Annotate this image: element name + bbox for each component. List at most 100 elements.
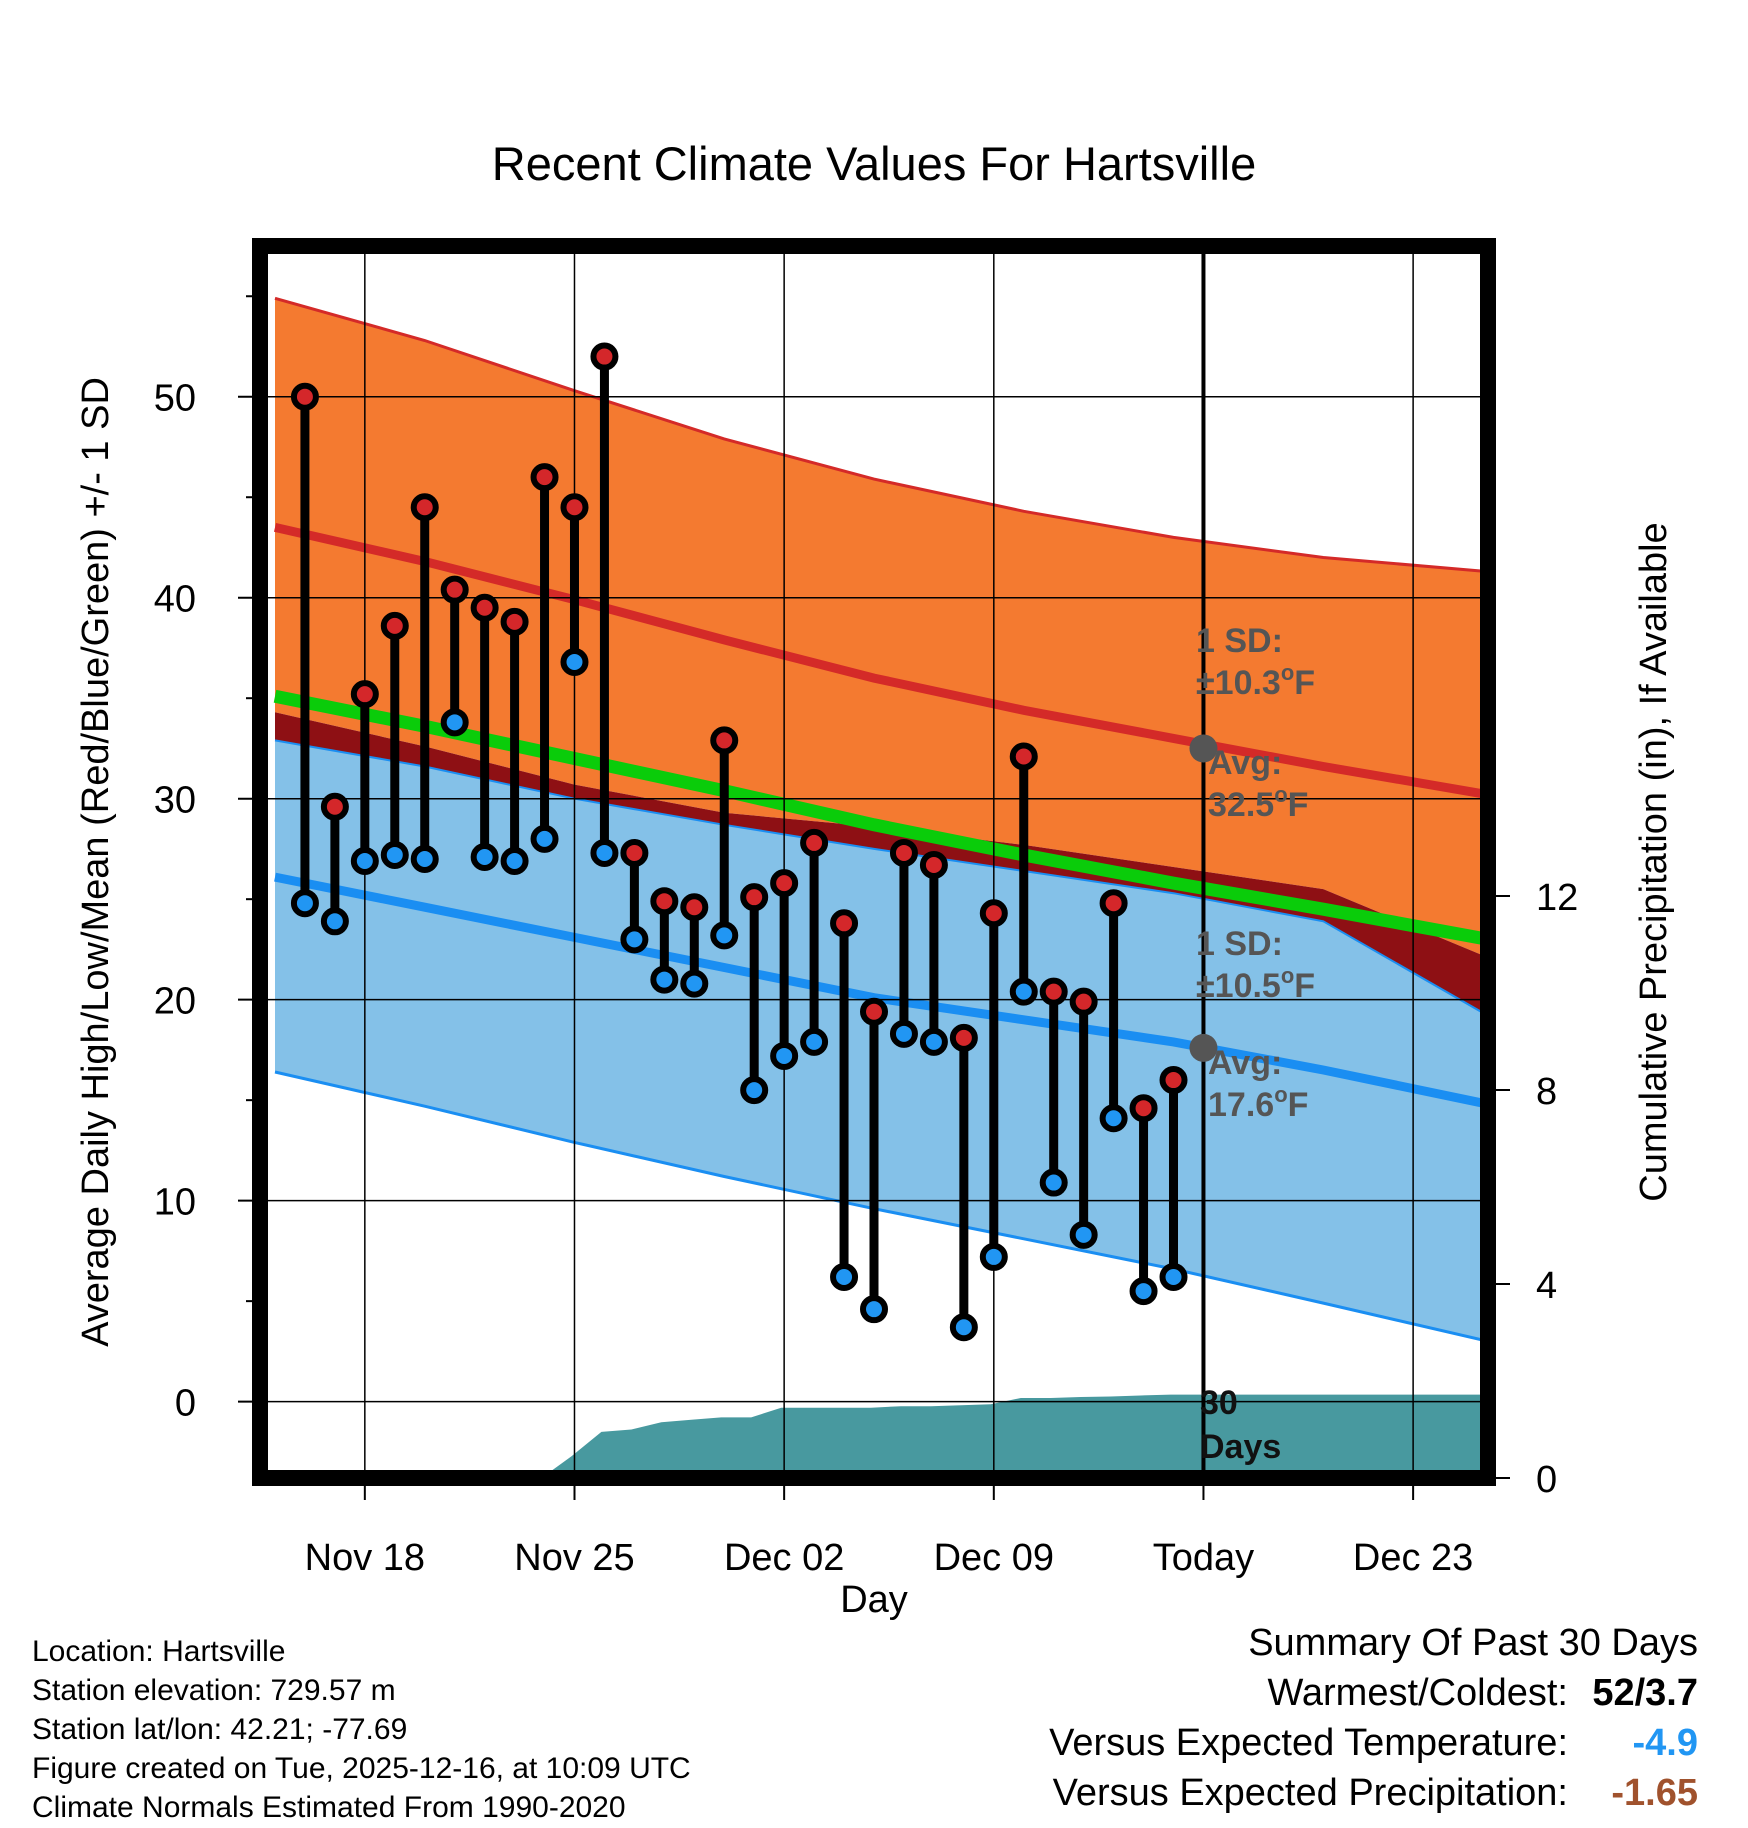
- y-tick-label-left: 20: [154, 981, 196, 1023]
- high-sd-label: 1 SD:: [1196, 622, 1283, 660]
- y-axis-label-right: Cumulative Precipitation (in), If Availa…: [1633, 522, 1675, 1201]
- x-tick-label: Nov 18: [305, 1537, 425, 1579]
- obs-high-point: [1129, 1094, 1158, 1123]
- y-tick-label-left: 0: [175, 1383, 196, 1425]
- obs-high-point: [410, 493, 439, 522]
- obs-low-point: [770, 1041, 799, 1070]
- obs-low-point: [740, 1076, 769, 1105]
- chart-title: Recent Climate Values For Hartsville: [492, 137, 1256, 190]
- obs-low-point: [919, 1027, 948, 1056]
- obs-high-point: [560, 493, 589, 522]
- y-tick-label-left: 40: [154, 579, 196, 621]
- created-text: Figure created on Tue, 2025-12-16, at 10…: [32, 1752, 691, 1785]
- y-tick-label-left: 30: [154, 780, 196, 822]
- obs-low-point: [800, 1027, 829, 1056]
- obs-high-point: [680, 893, 709, 922]
- obs-high-point: [470, 593, 499, 622]
- elevation-text: Station elevation: 729.57 m: [32, 1674, 396, 1707]
- obs-low-point: [500, 846, 529, 875]
- warmest-label: Warmest/Coldest:: [1267, 1672, 1568, 1714]
- obs-high-point: [800, 828, 829, 857]
- obs-low-point: [1129, 1277, 1158, 1306]
- x-tick-label: Dec 02: [724, 1537, 844, 1579]
- obs-low-point: [470, 842, 499, 871]
- obs-high-point: [710, 726, 739, 755]
- obs-high-point: [830, 909, 859, 938]
- precip-anomaly-value: -1.65: [1611, 1772, 1698, 1814]
- x-tick-label: Today: [1153, 1537, 1254, 1579]
- x-axis-label: Day: [840, 1579, 908, 1620]
- obs-high-point: [1099, 889, 1128, 918]
- obs-low-point: [1039, 1168, 1068, 1197]
- period-label-days: Days: [1200, 1428, 1281, 1466]
- summary-row-temp: Versus Expected Temperature: -4.9: [960, 1718, 1698, 1768]
- low-sd-band: [275, 740, 1488, 1342]
- obs-low-point: [350, 846, 379, 875]
- y-tick-label-right: 8: [1536, 1071, 1557, 1113]
- obs-high-point: [889, 838, 918, 867]
- obs-low-point: [620, 925, 649, 954]
- obs-high-point: [530, 463, 559, 492]
- obs-high-point: [290, 382, 319, 411]
- low-upper-line: [274, 739, 1488, 1017]
- obs-low-point: [710, 921, 739, 950]
- obs-low-point: [320, 907, 349, 936]
- overlap-band: [275, 712, 1488, 1016]
- low-sd-label: 1 SD:: [1196, 925, 1283, 963]
- mean-line: [273, 689, 1488, 946]
- obs-low-point: [650, 965, 679, 994]
- high-mean-line: [274, 523, 1488, 800]
- obs-high-point: [380, 611, 409, 640]
- temp-anomaly-value: -4.9: [1632, 1722, 1698, 1764]
- axes: 0 10 20 30 40 50 0 4 8 12 Nov 18 Nov 25 Dec 02 Dec 09…: [154, 295, 1578, 1579]
- summary-panel: Summary Of Past 30 Days Warmest/Coldest:…: [960, 1618, 1698, 1818]
- high-sd-value: ±10.3oF: [1196, 660, 1315, 702]
- y-tick-label-left: 10: [154, 1182, 196, 1224]
- period-label-number: 30: [1200, 1384, 1238, 1422]
- obs-high-point: [1009, 742, 1038, 771]
- obs-low-point: [1159, 1263, 1188, 1292]
- station-info: Location: Hartsville Station elevation: …: [32, 1632, 691, 1827]
- obs-low-point: [949, 1313, 978, 1342]
- plot-frame: [252, 238, 1496, 1486]
- high-sd-band: [275, 298, 1488, 958]
- normals-text: Climate Normals Estimated From 1990-2020: [32, 1791, 626, 1824]
- precipitation-area: [275, 1394, 1488, 1478]
- obs-high-point: [350, 680, 379, 709]
- obs-low-point: [830, 1263, 859, 1292]
- obs-high-point: [1069, 987, 1098, 1016]
- normal-bands: [273, 296, 1488, 1478]
- x-tick-label: Dec 23: [1353, 1537, 1473, 1579]
- y-axis-label-left: Average Daily High/Low/Mean (Red/Blue/Gr…: [75, 377, 117, 1347]
- obs-low-point: [410, 844, 439, 873]
- precip-anomaly-label: Versus Expected Precipitation:: [1052, 1772, 1568, 1814]
- obs-low-point: [1069, 1220, 1098, 1249]
- high-avg-value: 32.5oF: [1208, 782, 1308, 824]
- high-avg-marker: [1189, 734, 1218, 763]
- obs-high-point: [919, 851, 948, 880]
- low-avg-label: Avg:: [1208, 1044, 1282, 1082]
- obs-high-point: [590, 342, 619, 371]
- high-avg-label: Avg:: [1208, 744, 1282, 782]
- latlon-text: Station lat/lon: 42.21; -77.69: [32, 1713, 408, 1746]
- obs-low-point: [889, 1019, 918, 1048]
- obs-high-point: [320, 792, 349, 821]
- warmest-value: 52/3.7: [1592, 1672, 1698, 1714]
- obs-low-point: [530, 824, 559, 853]
- obs-high-point: [770, 869, 799, 898]
- obs-high-point: [860, 997, 888, 1026]
- obs-high-point: [620, 838, 649, 867]
- y-tick-label-left: 50: [154, 378, 196, 420]
- y-tick-label-right: 12: [1536, 877, 1578, 919]
- obs-low-point: [860, 1295, 888, 1324]
- summary-row-precip: Versus Expected Precipitation: -1.65: [960, 1768, 1698, 1818]
- observations: [290, 342, 1188, 1342]
- y-tick-label-right: 0: [1536, 1459, 1557, 1501]
- obs-low-point: [560, 648, 589, 677]
- obs-low-point: [1099, 1104, 1128, 1133]
- x-tick-label: Nov 25: [514, 1537, 634, 1579]
- obs-high-point: [1159, 1066, 1188, 1095]
- high-upper-line: [274, 296, 1488, 574]
- obs-low-point: [1009, 977, 1038, 1006]
